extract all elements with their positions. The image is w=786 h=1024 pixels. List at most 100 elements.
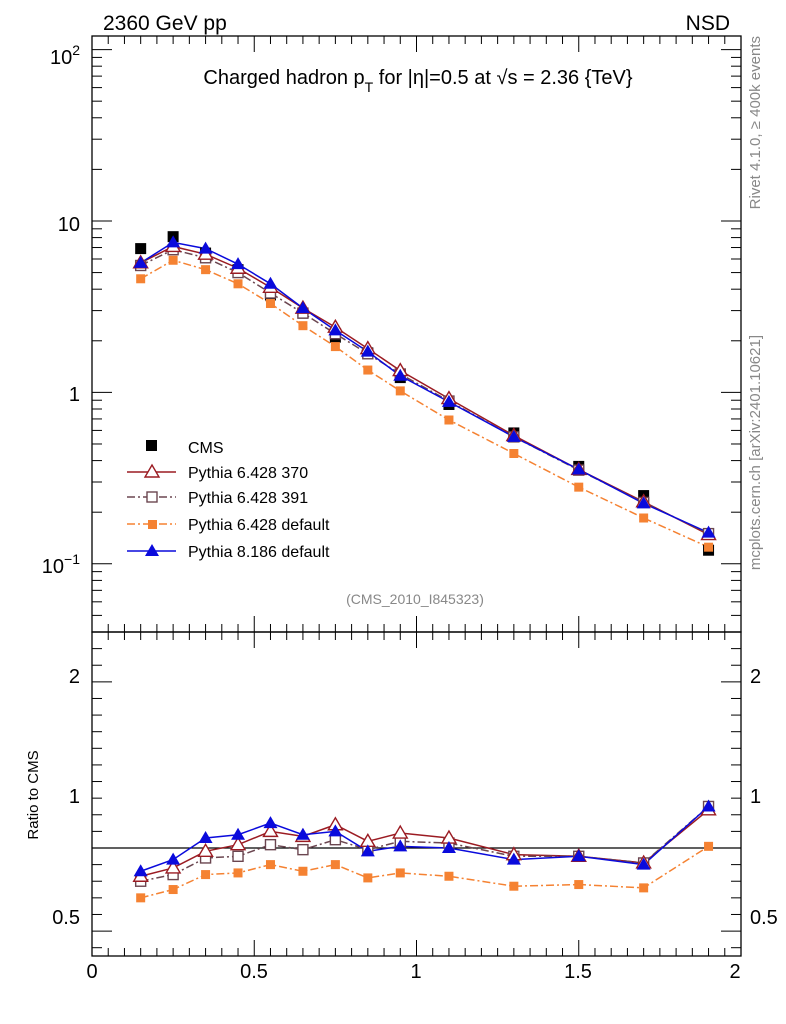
main-point-pythia-8-186-default — [571, 462, 586, 475]
main-point-pythia-6-428-default — [363, 365, 373, 375]
ratio-y-tick-label-right-0.5: 0.5 — [750, 907, 778, 929]
ratio-point-pythia-6-428-default — [395, 868, 405, 878]
legend: CMS Pythia 6.428 370 Pythia 6.428 391 Py… — [127, 440, 330, 561]
ratio-point-pythia-6-428-370 — [392, 824, 409, 839]
main-point-pythia-8-186-default — [166, 235, 181, 248]
legend-entry-pythia-6428-391: Pythia 6.428 391 — [127, 490, 308, 507]
ratio-point-pythia-6-428-370 — [164, 859, 182, 874]
ratio-point-pythia-6-428-default — [574, 880, 584, 890]
ratio-point-pythia-8-186-default — [198, 831, 213, 844]
rivet-version-label: Rivet 4.1.0, ≥ 400k events — [747, 36, 764, 209]
header-right-label: NSD — [686, 12, 730, 35]
ratio-y-tick-label-2: 2 — [69, 666, 80, 688]
ratio-point-pythia-6-428-370 — [229, 836, 247, 851]
main-point-pythia-6-428-default — [136, 274, 146, 284]
main-point-pythia-6-428-default — [233, 279, 243, 289]
legend-label-pythia-6428-391: Pythia 6.428 391 — [188, 490, 308, 507]
main-point-pythia-6-428-default — [509, 448, 519, 458]
ratio-point-pythia-8-186-default — [506, 852, 521, 865]
legend-label-pythia-6428-default: Pythia 6.428 default — [188, 517, 330, 534]
main-point-pythia-6-428-default — [298, 321, 308, 331]
main-point-pythia-8-186-default — [263, 276, 278, 289]
ratio-y-axis-label: Ratio to CMS — [25, 750, 42, 839]
main-point-pythia-6-428-default — [704, 542, 714, 552]
ratio-point-pythia-6-428-391 — [232, 850, 244, 863]
legend-entry-pythia-6428-370: Pythia 6.428 370 — [127, 463, 308, 482]
header-left-label: 2360 GeV pp — [103, 12, 227, 35]
main-point-pythia-8-186-default — [133, 255, 148, 268]
ratio-point-pythia-8-186-default — [360, 844, 375, 857]
ratio-point-pythia-8-186-default — [328, 824, 343, 837]
legend-marker-pythia-6428-370 — [143, 463, 161, 478]
ratio-axis-ticks — [91, 632, 742, 956]
main-point-pythia-6-428-default — [444, 415, 454, 425]
ratio-point-pythia-8-186-default — [393, 839, 408, 852]
ratio-point-pythia-8-186-default — [571, 849, 586, 862]
ratio-point-pythia-6-428-default — [509, 881, 519, 891]
main-point-pythia-8-186-default — [393, 368, 408, 381]
ratio-point-pythia-6-428-default — [704, 841, 714, 851]
legend-label-pythia-6428-370: Pythia 6.428 370 — [188, 465, 308, 482]
ratio-point-pythia-6-428-370 — [262, 822, 279, 838]
main-y-tick-label-0.1: 10−1 — [42, 551, 80, 578]
main-point-pythia-6-428-default — [574, 482, 584, 492]
ratio-series-group — [132, 799, 717, 903]
main-y-tick-label-100: 102 — [50, 42, 80, 69]
main-point-pythia-8-186-default — [360, 344, 375, 357]
mcplots-label: mcplots.cern.ch [arXiv:2401.10621] — [747, 335, 764, 570]
legend-marker-pythia-8186-default — [145, 544, 159, 556]
ratio-point-pythia-6-428-default — [233, 868, 243, 878]
main-point-pythia-6-428-default — [395, 386, 405, 396]
ratio-y-tick-label-right-2: 2 — [750, 666, 761, 688]
main-y-tick-label-10: 10 — [58, 214, 80, 236]
main-point-pythia-8-186-default — [506, 429, 521, 442]
main-line-pythia-6-428-default — [140, 259, 709, 548]
legend-label-pythia-8186-default: Pythia 8.186 default — [188, 544, 330, 561]
ratio-point-pythia-8-186-default — [701, 799, 716, 812]
x-tick-label-1: 1 — [410, 961, 421, 983]
ratio-point-pythia-6-428-default — [168, 885, 178, 895]
ratio-point-pythia-8-186-default — [295, 827, 310, 840]
ratio-point-pythia-6-428-default — [444, 871, 454, 881]
ratio-y-tick-label-0.5: 0.5 — [52, 907, 80, 929]
main-point-pythia-6-428-default — [201, 265, 211, 275]
ratio-point-pythia-6-428-391 — [264, 838, 277, 851]
ratio-point-pythia-6-428-default — [639, 883, 649, 893]
legend-label-cms: CMS — [188, 440, 224, 457]
ratio-y-tick-label-right-1: 1 — [750, 786, 761, 808]
x-tick-label-0.5: 0.5 — [240, 961, 268, 983]
ratio-plot-frame — [91, 631, 742, 957]
main-point-pythia-8-186-default — [198, 241, 213, 254]
x-tick-label-1.5: 1.5 — [564, 961, 592, 983]
main-title: Charged hadron pT for |η|=0.5 at √s = 2.… — [203, 67, 632, 95]
main-point-pythia-6-428-default — [168, 255, 178, 265]
main-plot-frame — [91, 35, 742, 633]
ratio-point-pythia-8-186-default — [231, 827, 246, 840]
ratio-point-pythia-6-428-391 — [297, 843, 309, 856]
main-point-pythia-8-186-default — [328, 323, 343, 336]
ratio-point-pythia-8-186-default — [441, 841, 456, 853]
analysis-label: (CMS_2010_I845323) — [346, 591, 484, 607]
legend-entry-pythia-6428-default: Pythia 6.428 default — [127, 517, 330, 534]
ratio-point-pythia-8-186-default — [133, 864, 148, 877]
main-point-pythia-6-428-default — [330, 342, 340, 352]
x-tick-label-2: 2 — [729, 961, 740, 983]
main-point-pythia-8-186-default — [231, 257, 246, 270]
main-point-pythia-8-186-default — [701, 525, 716, 538]
legend-marker-cms — [146, 440, 157, 451]
legend-marker-pythia-6428-default — [148, 520, 157, 529]
ratio-point-pythia-8-186-default — [166, 852, 181, 865]
ratio-y-tick-label-1: 1 — [69, 786, 80, 808]
ratio-point-pythia-6-428-default — [201, 870, 211, 880]
legend-marker-pythia-6428-391 — [146, 491, 158, 503]
main-point-cms — [135, 243, 147, 255]
ratio-point-pythia-6-428-default — [330, 860, 340, 870]
ratio-line-pythia-6-428-370 — [140, 809, 710, 877]
x-tick-label-0: 0 — [86, 961, 97, 983]
main-series-group — [132, 231, 717, 556]
ratio-point-pythia-6-428-default — [363, 873, 373, 883]
ratio-point-pythia-6-428-default — [265, 860, 275, 870]
main-point-pythia-6-428-default — [639, 513, 649, 523]
ratio-point-pythia-8-186-default — [636, 857, 651, 870]
